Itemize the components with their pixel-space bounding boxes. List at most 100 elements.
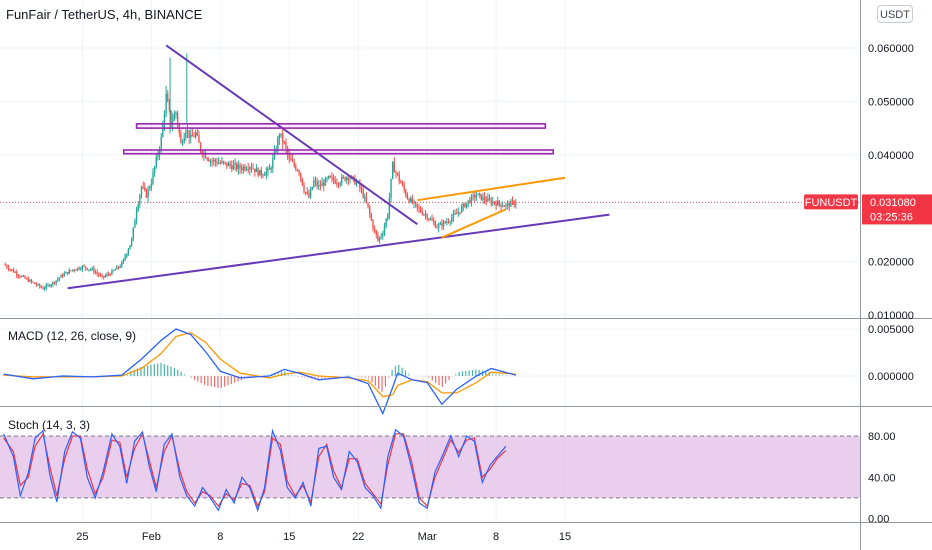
candle-body	[42, 287, 44, 290]
stoch-tick-label: 0.00	[868, 514, 889, 526]
candle-body	[446, 221, 448, 223]
candle-body	[147, 189, 149, 198]
candle-body	[464, 203, 466, 208]
candle-body	[217, 162, 220, 164]
candle-body	[224, 162, 226, 164]
candle-body	[73, 269, 75, 271]
candle-body	[173, 114, 176, 121]
candle-body	[80, 269, 82, 271]
symbol-badge	[804, 194, 858, 210]
candle-body	[378, 237, 381, 241]
candle-body	[501, 206, 504, 208]
candle-body	[104, 275, 107, 277]
candle-body	[500, 203, 502, 207]
price-tick-label: 0.020000	[868, 257, 914, 269]
candle-body	[459, 211, 461, 213]
candle-body	[236, 163, 238, 170]
candle-body	[360, 187, 363, 190]
candle-body	[390, 178, 392, 198]
candle-body	[213, 159, 215, 161]
candle-body	[149, 187, 151, 190]
candle-body	[114, 269, 116, 271]
candle-body	[48, 284, 51, 287]
candle-body	[298, 170, 300, 174]
candle-body	[14, 272, 16, 274]
candle-body	[152, 172, 154, 184]
candle-body	[439, 223, 441, 225]
candle-body	[53, 282, 56, 284]
candle-body	[410, 198, 412, 203]
candle-body	[418, 207, 420, 209]
candle-body	[267, 168, 269, 172]
candle-body	[12, 269, 15, 273]
candle-body	[37, 284, 39, 286]
candle-body	[349, 178, 351, 180]
candle-body	[346, 177, 348, 181]
candle-body	[323, 182, 325, 186]
candle-body	[290, 158, 292, 161]
candle-body	[262, 174, 264, 176]
time-tick-label: 22	[352, 531, 364, 543]
candle-body	[109, 274, 112, 276]
candle-body	[145, 189, 148, 198]
candle-body	[137, 203, 139, 211]
candle-body	[19, 276, 21, 278]
candle-body	[111, 270, 113, 275]
candle-body	[176, 112, 179, 125]
candle-body	[385, 219, 387, 227]
candle-body	[199, 142, 202, 152]
price-tick-label: 0.010000	[868, 310, 914, 322]
candle-body	[286, 147, 289, 155]
candle-body	[442, 221, 445, 227]
candle-body	[396, 172, 399, 175]
time-tick-label: 15	[283, 531, 295, 543]
candle-body	[89, 269, 92, 271]
candle-body	[285, 142, 287, 148]
candle-body	[214, 159, 217, 162]
candle-body	[76, 267, 79, 270]
candle-body	[140, 186, 143, 195]
candle-body	[393, 162, 396, 173]
candle-body	[142, 186, 144, 188]
candle-body	[421, 211, 423, 215]
time-tick-label: Feb	[142, 531, 161, 543]
candle-body	[368, 206, 371, 214]
currency-button[interactable]: USDT	[877, 5, 913, 23]
stoch-label[interactable]: Stoch (14, 3, 3)	[8, 418, 91, 432]
candle-body	[449, 221, 451, 223]
wedge-lower	[441, 208, 507, 239]
candle-body	[9, 269, 11, 271]
candle-body	[456, 213, 458, 215]
candle-body	[280, 133, 282, 136]
resistance-band-1	[135, 123, 547, 129]
price-tick-label: 0.050000	[868, 96, 914, 108]
candle-body	[505, 204, 507, 207]
candle-body	[469, 200, 471, 203]
candle-body	[242, 166, 244, 171]
macd-label[interactable]: MACD (12, 26, close, 9)	[8, 329, 137, 343]
candle-body	[234, 163, 236, 165]
candle-body	[447, 221, 450, 223]
candle-body	[180, 132, 182, 143]
candle-body	[150, 183, 153, 188]
candle-body	[383, 226, 386, 235]
candle-body	[171, 120, 174, 125]
candle-body	[352, 176, 354, 178]
candle-body	[359, 181, 361, 188]
candle-body	[94, 272, 97, 274]
candle-body	[127, 249, 130, 254]
candle-body	[84, 266, 87, 269]
candle-body	[480, 194, 483, 200]
candle-body	[373, 228, 376, 231]
candle-body	[163, 113, 166, 124]
candle-body	[99, 275, 102, 277]
candle-body	[206, 157, 208, 160]
candle-body	[11, 269, 13, 271]
candle-body	[324, 178, 327, 186]
candle-body	[45, 285, 47, 289]
candle-body	[319, 185, 322, 187]
candle-body	[488, 198, 491, 200]
candle-body	[188, 130, 190, 138]
symbol-title: FunFair / TetherUS, 4h, BINANCE	[6, 7, 203, 22]
